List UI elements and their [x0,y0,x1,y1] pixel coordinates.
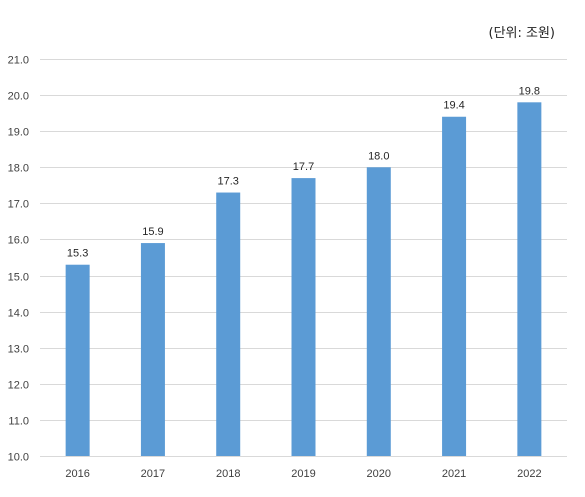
bar-2017 [140,243,165,456]
data-label-2022: 19.8 [519,85,540,97]
y-tick-label: 21.0 [8,55,29,67]
y-axis-ticks: 10.0 11.0 12.0 13.0 14.0 15.0 16.0 17.0 18.0 19.0… [8,55,29,464]
data-label-2019: 17.7 [293,161,314,173]
x-tick-label-2017: 2017 [141,468,165,480]
data-label-2016: 15.3 [67,248,88,260]
bar-2020 [366,167,391,457]
bar-2016 [65,264,90,456]
bar-2021 [442,116,467,456]
bar-2022 [517,102,542,457]
y-tick-label: 12.0 [8,380,29,392]
x-tick-label-2019: 2019 [291,468,315,480]
x-axis-ticks: 2016 2017 2018 2019 2020 2021 2022 [65,468,541,480]
data-label-2020: 18.0 [368,150,389,162]
data-label-2018: 17.3 [218,176,239,188]
y-tick-label: 10.0 [8,452,29,464]
x-tick-label-2022: 2022 [517,468,541,480]
x-tick-label-2018: 2018 [216,468,240,480]
y-tick-label: 19.0 [8,127,29,139]
x-tick-label-2021: 2021 [442,468,466,480]
y-tick-label: 16.0 [8,235,29,247]
data-label-2021: 19.4 [443,100,464,112]
y-tick-label: 18.0 [8,163,29,175]
y-tick-label: 14.0 [8,308,29,320]
y-tick-label: 13.0 [8,344,29,356]
y-tick-label: 11.0 [8,416,29,428]
x-tick-label-2020: 2020 [367,468,391,480]
bars [65,102,542,457]
data-labels: 15.3 15.9 17.3 17.7 18.0 19.4 19.8 [67,85,540,259]
y-tick-label: 20.0 [8,91,29,103]
bar-2018 [216,192,241,456]
y-tick-label: 17.0 [8,199,29,211]
data-label-2017: 15.9 [142,226,163,238]
bar-2019 [291,178,316,456]
y-tick-label: 15.0 [8,272,29,284]
unit-note: (단위: 조원) [488,26,556,41]
x-tick-label-2016: 2016 [65,468,89,480]
